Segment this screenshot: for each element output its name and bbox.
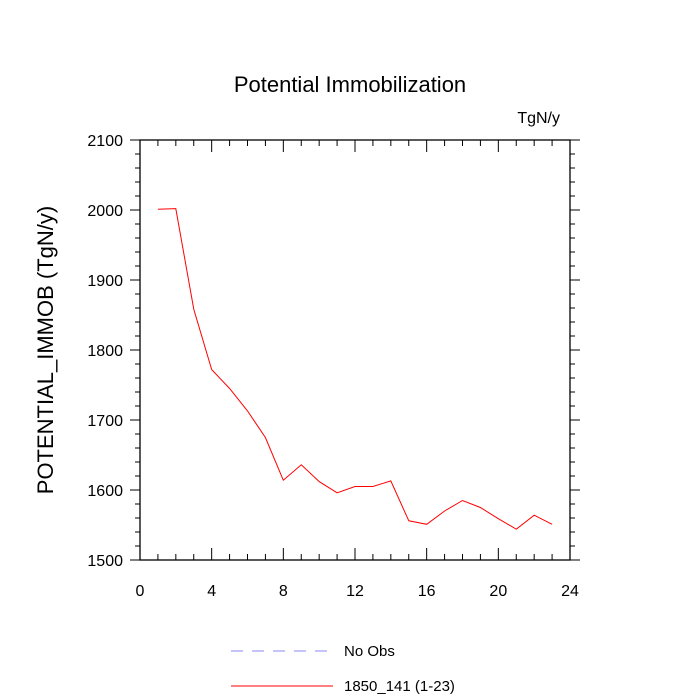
x-tick-label: 8 [279,583,288,600]
units-label: TgN/y [517,110,560,127]
y-tick-label: 1600 [87,483,123,500]
legend-label: No Obs [344,643,395,660]
x-tick-label: 4 [207,583,216,600]
y-tick-label: 1900 [87,273,123,290]
chart-title: Potential Immobilization [234,72,466,97]
y-tick-label: 1700 [87,413,123,430]
axis-ticks [130,139,580,561]
y-tick-label: 2100 [87,133,123,150]
y-tick-label: 1800 [87,343,123,360]
tick-labels: 0 4 8 12 16 20 24 1500 1600 1700 1800 1900 2000 2100 [87,133,579,600]
x-tick-label: 20 [489,583,507,600]
legend: No Obs 1850_141 (1-23) [231,643,455,695]
y-tick-label: 1500 [87,553,123,570]
legend-label: 1850_141 (1-23) [344,678,455,695]
x-tick-label: 0 [136,583,145,600]
plot-frame [139,139,571,561]
series-line [157,208,553,530]
x-tick-label: 16 [418,583,436,600]
y-tick-label: 2000 [87,203,123,220]
y-axis-label: POTENTIAL_IMMOB (TgN/y) [33,206,58,494]
series-group [157,208,553,530]
x-tick-label: 12 [346,583,364,600]
x-tick-label: 24 [561,583,579,600]
